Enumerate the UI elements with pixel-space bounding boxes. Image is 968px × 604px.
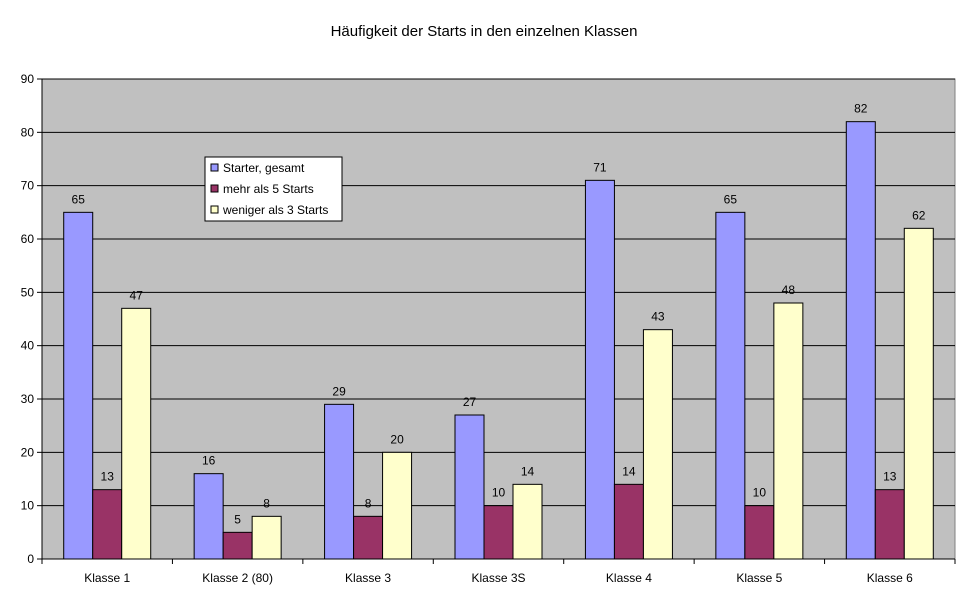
legend-swatch xyxy=(210,205,219,214)
legend-label: Starter, gesamt xyxy=(223,161,305,175)
bar xyxy=(92,489,123,560)
x-tick-label: Klasse 5 xyxy=(736,571,782,585)
chart-title: Häufigkeit der Starts in den einzelnen K… xyxy=(331,23,638,40)
y-tick-label: 30 xyxy=(21,392,35,406)
bar xyxy=(874,489,905,560)
bar xyxy=(642,329,673,560)
data-label: 8 xyxy=(263,496,270,510)
y-tick-label: 90 xyxy=(21,72,35,86)
y-tick-label: 60 xyxy=(21,232,35,246)
data-label: 43 xyxy=(651,310,665,324)
y-tick-label: 0 xyxy=(27,552,34,566)
x-tick-label: Klasse 4 xyxy=(606,571,652,585)
bar xyxy=(222,531,253,560)
data-label: 13 xyxy=(883,470,897,484)
y-tick-label: 40 xyxy=(21,339,35,353)
data-label: 13 xyxy=(101,470,115,484)
data-label: 82 xyxy=(854,102,868,116)
bar xyxy=(63,211,94,560)
legend-label: weniger als 3 Starts xyxy=(222,203,328,217)
legend-swatch xyxy=(210,184,219,193)
data-labels: 65 13 47 16 5 8 29 8 20 27 10 14 71 14 43 65 10 48 82 13 62 xyxy=(72,102,926,527)
data-label: 14 xyxy=(622,464,636,478)
data-label: 65 xyxy=(724,192,738,206)
y-tick-label: 70 xyxy=(21,179,35,193)
data-label: 71 xyxy=(593,160,607,174)
data-label: 14 xyxy=(521,464,535,478)
bar xyxy=(121,307,152,560)
x-tick-label: Klasse 6 xyxy=(867,571,913,585)
data-label: 48 xyxy=(782,283,796,297)
data-label: 20 xyxy=(390,432,404,446)
bar xyxy=(251,515,282,560)
bar xyxy=(613,483,644,560)
y-axis: 0 10 20 30 40 50 60 70 80 90 xyxy=(21,72,43,566)
bar xyxy=(512,483,543,560)
legend-swatch xyxy=(210,163,219,172)
legend: Starter, gesamt mehr als 5 Starts weniger … xyxy=(204,156,343,222)
y-tick-label: 50 xyxy=(21,285,35,299)
bar xyxy=(845,121,876,560)
bar xyxy=(324,403,355,560)
data-label: 5 xyxy=(234,512,241,526)
bar xyxy=(193,473,224,560)
x-tick-label: Klasse 1 xyxy=(84,571,130,585)
y-tick-label: 10 xyxy=(21,499,35,513)
legend-box xyxy=(204,156,343,222)
data-label: 10 xyxy=(492,486,506,500)
bar xyxy=(353,515,384,560)
x-tick-label: Klasse 2 (80) xyxy=(202,571,273,585)
bar xyxy=(715,211,746,560)
bar xyxy=(483,505,514,560)
y-tick-label: 20 xyxy=(21,445,35,459)
x-tick-label: Klasse 3 xyxy=(345,571,391,585)
data-label: 29 xyxy=(332,384,346,398)
data-label: 10 xyxy=(753,486,767,500)
x-tick-label: Klasse 3S xyxy=(471,571,525,585)
data-label: 62 xyxy=(912,208,926,222)
x-axis: Klasse 1 Klasse 2 (80) Klasse 3 Klasse 3S Kl… xyxy=(41,558,956,585)
bars xyxy=(63,121,934,560)
bar xyxy=(744,505,775,560)
bar xyxy=(773,302,804,560)
data-label: 65 xyxy=(72,192,86,206)
data-label: 8 xyxy=(365,496,372,510)
bar xyxy=(382,451,413,560)
bar xyxy=(584,179,615,560)
bar xyxy=(454,414,485,560)
data-label: 27 xyxy=(463,395,477,409)
data-label: 16 xyxy=(202,454,216,468)
bar xyxy=(903,227,934,560)
data-label: 47 xyxy=(130,288,144,302)
legend-label: mehr als 5 Starts xyxy=(223,182,314,196)
y-tick-label: 80 xyxy=(21,125,35,139)
